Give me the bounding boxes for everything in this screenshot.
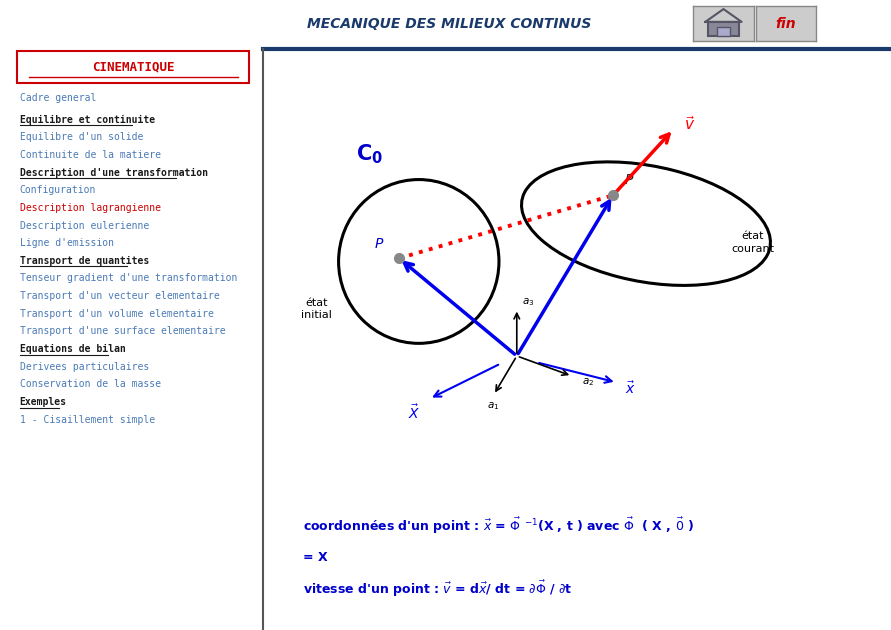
Text: $\mathbf{C_0}$: $\mathbf{C_0}$ (356, 142, 383, 166)
Text: coordonnées d'un point : $\vec{x}$ = $\vec{\Phi}$ $^{-1}$(X , t ) avec $\vec{\Ph: coordonnées d'un point : $\vec{x}$ = $\v… (303, 516, 694, 536)
Text: Conservation de la masse: Conservation de la masse (20, 379, 160, 389)
Text: = X: = X (303, 551, 328, 564)
Text: MECANIQUE DES MILIEUX CONTINUS: MECANIQUE DES MILIEUX CONTINUS (307, 17, 592, 31)
Text: $a_2$: $a_2$ (582, 377, 594, 388)
Text: $P$: $P$ (374, 238, 385, 251)
Text: $\vec{x}$: $\vec{x}$ (625, 381, 636, 397)
Text: Exemples: Exemples (20, 397, 67, 407)
Bar (717, 27, 730, 36)
Text: Transport d'un volume elementaire: Transport d'un volume elementaire (20, 309, 214, 319)
Text: $a_1$: $a_1$ (487, 401, 500, 412)
Text: état
initial: état initial (301, 297, 331, 320)
Text: $a_3$: $a_3$ (522, 296, 535, 307)
Text: $\vec{v}$: $\vec{v}$ (684, 115, 696, 133)
Text: vitesse d'un point : $\vec{v}$ = d$\vec{x}$/ dt = $\partial\vec{\Phi}$ / $\parti: vitesse d'un point : $\vec{v}$ = d$\vec{… (303, 579, 572, 599)
Text: Description d'une transformation: Description d'une transformation (20, 168, 208, 178)
Text: Continuite de la matiere: Continuite de la matiere (20, 150, 160, 160)
Text: Equilibre et continuite: Equilibre et continuite (20, 115, 155, 125)
Text: Equilibre d'un solide: Equilibre d'un solide (20, 132, 143, 142)
Text: Description eulerienne: Description eulerienne (20, 220, 149, 231)
Text: état
courant: état courant (732, 231, 774, 254)
Text: fin: fin (775, 16, 797, 31)
Text: CINEMATIQUE: CINEMATIQUE (92, 60, 175, 73)
Bar (708, 22, 739, 36)
Text: Ligne d'emission: Ligne d'emission (20, 238, 113, 248)
Text: Transport d'une surface elementaire: Transport d'une surface elementaire (20, 326, 225, 336)
Text: Description lagrangienne: Description lagrangienne (20, 203, 160, 213)
Text: Configuration: Configuration (20, 185, 96, 195)
Text: Cadre general: Cadre general (20, 93, 96, 103)
Text: Tenseur gradient d'une transformation: Tenseur gradient d'une transformation (20, 273, 237, 284)
FancyBboxPatch shape (17, 51, 249, 83)
Text: $\vec{X}$: $\vec{X}$ (408, 403, 421, 422)
Text: 1 - Cisaillement simple: 1 - Cisaillement simple (20, 415, 155, 425)
Text: Transport de quantites: Transport de quantites (20, 256, 149, 266)
Text: Equations de bilan: Equations de bilan (20, 344, 126, 354)
Text: $P$: $P$ (624, 173, 634, 186)
Text: Transport d'un vecteur elementaire: Transport d'un vecteur elementaire (20, 291, 219, 301)
Text: Derivees particulaires: Derivees particulaires (20, 362, 149, 372)
